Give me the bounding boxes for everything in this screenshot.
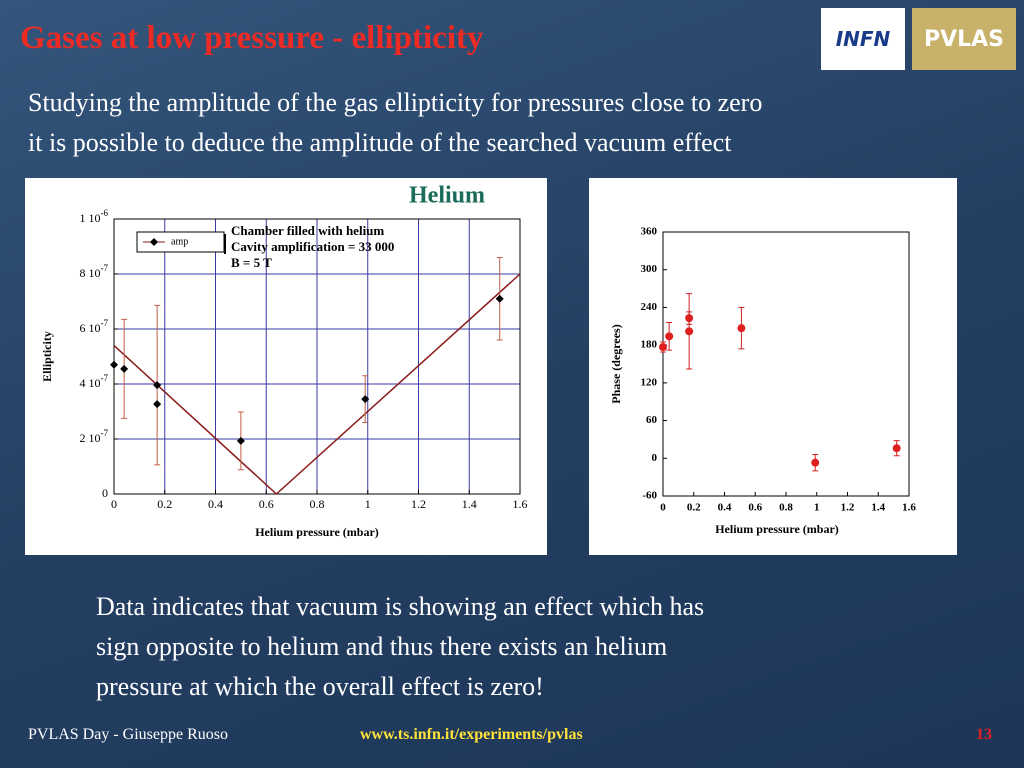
x-tick-label: 0 — [111, 497, 117, 511]
x-tick-label: 1 — [365, 497, 371, 511]
x-tick-label: 0.8 — [310, 497, 325, 511]
legend-label: amp — [171, 236, 188, 247]
y-tick-label: 360 — [641, 226, 658, 238]
x-axis-label: Helium pressure (mbar) — [255, 525, 379, 539]
x-tick-label: 1.6 — [902, 502, 916, 514]
annotation: Chamber filled with helium — [231, 223, 384, 238]
x-tick-label: 0 — [660, 502, 666, 514]
pvlas-logo: PVLAS — [912, 8, 1016, 70]
data-point — [737, 324, 746, 333]
data-point — [361, 395, 370, 404]
ellipticity-chart: 0 0.2 0.4 0.6 0.8 1 1.2 1.4 1.6 0 2 10-7 4 10-7 6 10… — [25, 178, 547, 555]
x-tick-label: 1.2 — [841, 502, 855, 514]
data-point — [236, 436, 245, 445]
x-tick-label: 0.4 — [208, 497, 223, 511]
y-tick-label: 4 10-7 — [80, 373, 109, 390]
x-tick-label: 1.6 — [513, 497, 528, 511]
plot-frame — [662, 231, 910, 497]
y-tick-label: 240 — [641, 301, 658, 313]
y-tick-label: 2 10-7 — [80, 428, 109, 445]
chart-title: Helium — [409, 183, 485, 209]
slide-title: Gases at low pressure - ellipticity — [20, 20, 484, 56]
conclusion-line: pressure at which the overall effect is … — [96, 672, 544, 701]
phase-chart: 0 0.2 0.4 0.6 0.8 1 1.2 1.4 1.6-6006012018024030… — [589, 178, 957, 555]
y-tick-label: -60 — [642, 490, 657, 502]
x-tick-label: 1.4 — [462, 497, 477, 511]
y-tick-label: 1 10-6 — [80, 208, 109, 225]
y-tick-label: 6 10-7 — [80, 318, 109, 335]
x-tick-label: 0.2 — [157, 497, 172, 511]
x-tick-label: 1 — [814, 502, 820, 514]
y-tick-label: 120 — [641, 376, 658, 388]
y-tick-label: 180 — [641, 339, 658, 351]
data-point — [120, 364, 129, 373]
x-tick-label: 1.4 — [871, 502, 885, 514]
data-point — [892, 444, 901, 453]
x-tick-label: 0.6 — [748, 502, 762, 514]
y-tick-label: 0 — [652, 452, 658, 464]
footer-author: PVLAS Day - Giuseppe Ruoso — [28, 726, 228, 743]
annotation: B = 5 T — [231, 255, 272, 270]
legend-marker — [150, 238, 158, 246]
data-point — [153, 381, 162, 390]
data-point — [659, 343, 667, 352]
fit-line — [113, 273, 521, 496]
data-point — [665, 332, 674, 341]
x-tick-label: 0.4 — [718, 502, 732, 514]
x-axis-label: Helium pressure (mbar) — [715, 522, 839, 536]
y-tick-label: 60 — [646, 414, 658, 426]
conclusion-line: sign opposite to helium and thus there e… — [96, 632, 668, 661]
y-tick-label: 8 10-7 — [80, 263, 109, 280]
footer-url: www.ts.infn.it/experiments/pvlas — [360, 726, 583, 743]
x-tick-label: 1.2 — [411, 497, 426, 511]
data-point — [110, 360, 118, 369]
data-point — [685, 327, 694, 336]
x-tick-label: 0.8 — [779, 502, 793, 514]
y-axis-label: Phase (degrees) — [609, 324, 623, 403]
annotation: Cavity amplification = 33 000 — [231, 239, 394, 254]
y-tick-label: 0 — [102, 486, 108, 500]
legend-shadow — [224, 234, 226, 254]
y-tick-label: 300 — [641, 263, 658, 275]
infn-logo: INFN — [821, 8, 905, 70]
x-tick-label: 0.2 — [687, 502, 701, 514]
page-number: 13 — [976, 726, 992, 743]
intro-line: it is possible to deduce the amplitude o… — [28, 128, 732, 157]
data-point — [495, 294, 504, 303]
intro-line: Studying the amplitude of the gas ellipt… — [28, 88, 763, 117]
data-point — [811, 458, 820, 467]
conclusion-line: Data indicates that vacuum is showing an… — [96, 592, 705, 621]
data-point — [153, 400, 162, 409]
x-tick-label: 0.6 — [259, 497, 274, 511]
plot-frame — [113, 218, 521, 495]
y-axis-label: Ellipticity — [40, 331, 54, 382]
